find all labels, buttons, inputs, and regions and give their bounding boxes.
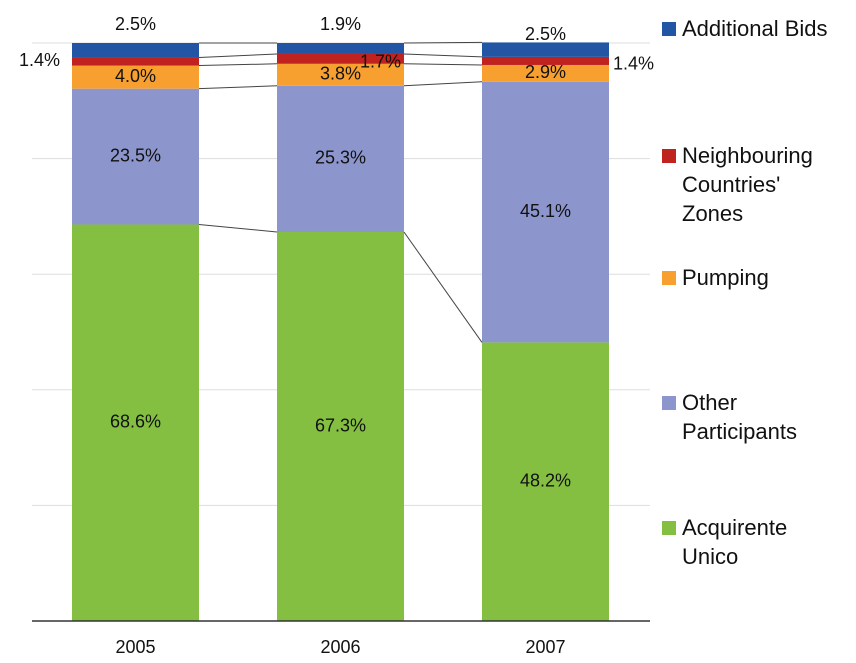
value-label: 1.9% — [320, 14, 361, 34]
connector-line — [403, 231, 483, 343]
legend-label: Pumping — [682, 265, 769, 290]
value-label: 2.5% — [525, 24, 566, 44]
bar-segment — [72, 224, 199, 621]
bar-segment — [482, 64, 609, 82]
legend-swatch — [662, 22, 676, 36]
value-label: 25.3% — [315, 148, 366, 168]
value-label: 2.9% — [525, 62, 566, 82]
value-label: 67.3% — [315, 415, 366, 435]
bar-segment — [482, 342, 609, 621]
connector-line — [198, 223, 278, 233]
bar-segment — [277, 232, 404, 622]
legend-swatch — [662, 271, 676, 285]
legend-swatch — [662, 149, 676, 163]
bar-segment — [482, 42, 609, 57]
bar-segment — [482, 56, 609, 65]
connector-line — [403, 81, 483, 87]
legend-swatch — [662, 521, 676, 535]
value-label: 4.0% — [115, 66, 156, 86]
connector-line — [403, 53, 483, 58]
connector-line — [403, 41, 483, 44]
bar-segment — [72, 65, 199, 89]
bar-segment — [277, 53, 404, 64]
bar-segment — [72, 43, 199, 58]
bar-segment — [482, 81, 609, 343]
legend-label: Acquirente Unico — [682, 515, 788, 569]
connector-line — [198, 53, 278, 58]
x-tick-label: 2005 — [115, 637, 155, 657]
connector-line — [198, 63, 278, 67]
bar-segment — [72, 88, 199, 225]
x-tick-label: 2007 — [525, 637, 565, 657]
value-label: 1.7% — [360, 52, 401, 72]
connector-line — [403, 63, 483, 66]
value-label: 45.1% — [520, 201, 571, 221]
value-label: 3.8% — [320, 64, 361, 84]
value-label: 48.2% — [520, 470, 571, 490]
connector-line — [198, 85, 278, 90]
x-tick-label: 2006 — [320, 637, 360, 657]
bar-segment — [277, 43, 404, 54]
bar-segment — [72, 57, 199, 66]
value-label: 2.5% — [115, 14, 156, 34]
legend-swatch — [662, 396, 676, 410]
legend-label: Other Participants — [682, 390, 797, 444]
value-label: 23.5% — [110, 145, 161, 165]
bar-segment — [277, 63, 404, 86]
value-label: 1.4% — [19, 50, 60, 70]
bar-segment — [277, 85, 404, 233]
legend-label: Neighbouring Countries' Zones — [682, 143, 813, 226]
value-label: 68.6% — [110, 411, 161, 431]
value-label: 1.4% — [613, 54, 654, 74]
legend-label: Additional Bids — [682, 16, 828, 41]
